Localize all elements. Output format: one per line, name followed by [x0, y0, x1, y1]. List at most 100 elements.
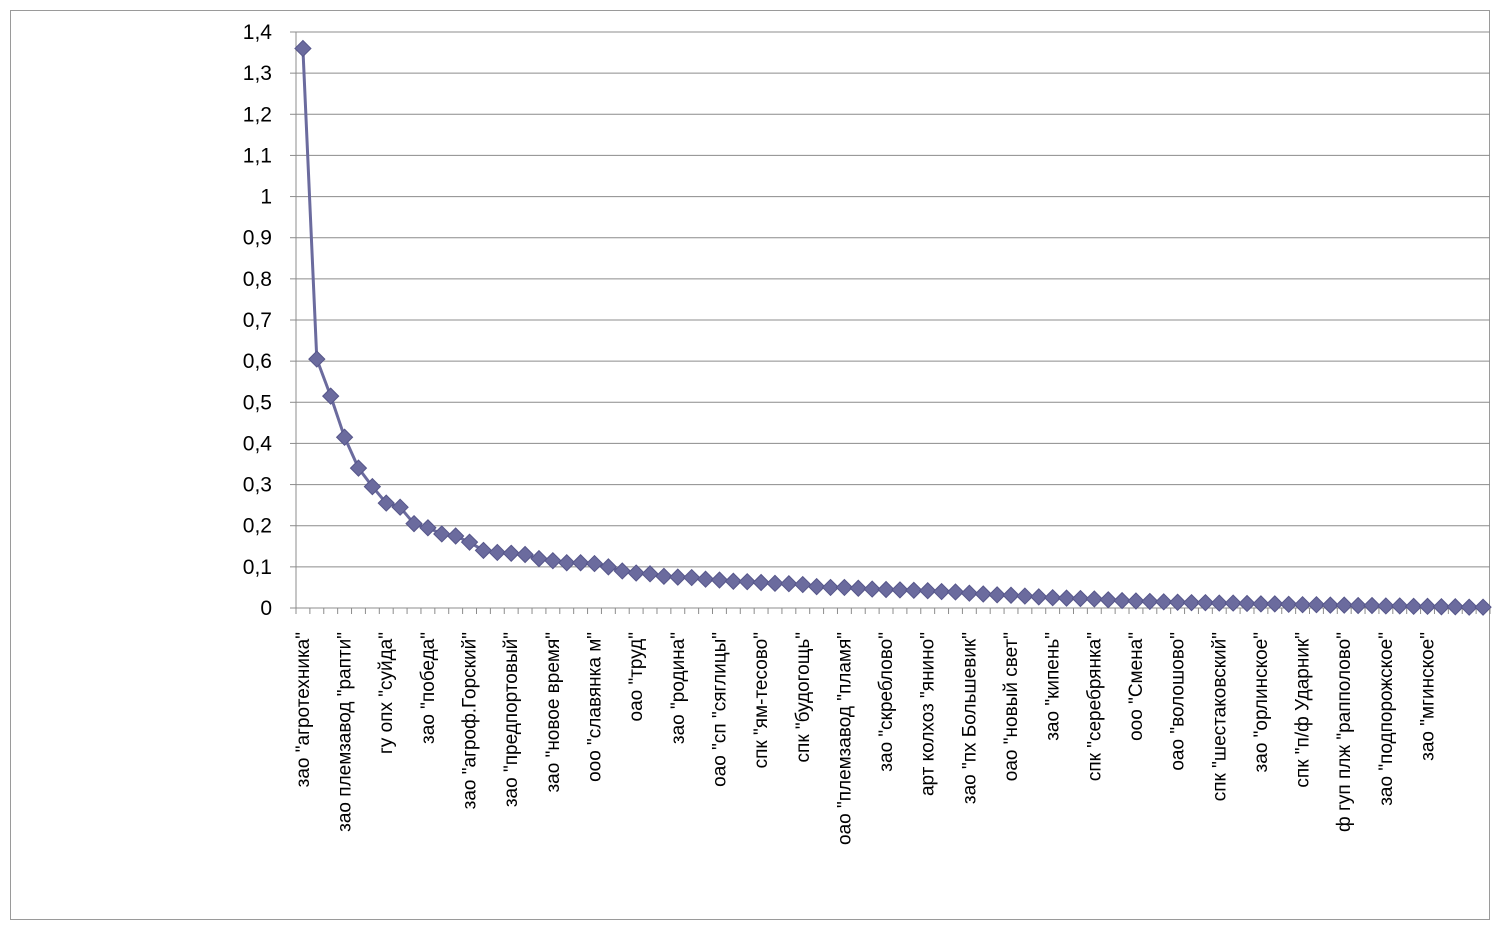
data-point [322, 387, 340, 405]
data-point [960, 584, 979, 602]
data-point [752, 573, 770, 592]
y-tick-label: 0 [260, 597, 272, 620]
x-tick-label: оао "сп "сяглицы" [709, 632, 730, 787]
data-point [1071, 589, 1090, 608]
data-point [766, 574, 784, 593]
data-point [946, 583, 965, 601]
x-tick-label: зао "предпортовый" [501, 632, 522, 807]
data-point [1418, 597, 1437, 616]
data-point [571, 554, 590, 572]
x-tick-label: спк "шестаковский" [1209, 632, 1230, 801]
x-tick-label: оао "новый свет" [1001, 632, 1022, 781]
data-point [516, 545, 534, 564]
data-point [1210, 594, 1228, 612]
x-tick-label: зао "мгинское" [1418, 632, 1439, 761]
data-point [655, 567, 673, 586]
x-tick-label: спк "будогощь" [793, 632, 814, 762]
series-line [301, 48, 1484, 609]
data-point [613, 562, 631, 580]
y-tick-label: 0,9 [243, 227, 272, 250]
x-tick-label: зао "скреблово" [876, 632, 897, 772]
data-point [682, 568, 701, 587]
x-tick-label: гу опх "суйда" [376, 632, 397, 754]
data-point [419, 519, 437, 537]
data-point [1141, 592, 1159, 611]
x-tick-label: спк "п/ф Ударник" [1293, 632, 1314, 788]
data-point [891, 581, 909, 599]
data-point [474, 541, 493, 560]
data-point [1196, 593, 1215, 612]
data-point [1279, 595, 1298, 614]
x-axis-tick-labels: зао "агротехника" зао племзавод "рапти" гу… [293, 632, 1439, 845]
gridlines [296, 31, 1490, 568]
data-point [1349, 596, 1367, 615]
data-point [988, 586, 1006, 604]
data-point [1446, 598, 1464, 616]
data-point [1252, 595, 1270, 613]
x-tick-label: зао "пх Большевик" [959, 632, 980, 804]
data-point [433, 525, 451, 543]
data-point [1307, 596, 1326, 614]
data-point [1363, 596, 1381, 615]
data-point [919, 582, 937, 600]
data-point [599, 558, 618, 576]
data-series [294, 39, 1492, 616]
data-point [1099, 591, 1117, 609]
x-tick-label: оао "племзавод "пламя" [834, 632, 855, 845]
data-point [1030, 588, 1048, 606]
data-point [905, 581, 923, 600]
data-point [1238, 594, 1256, 613]
data-point [1293, 596, 1312, 614]
data-point [1377, 597, 1395, 615]
x-tick-label: зао "кипень" [1043, 632, 1064, 741]
data-point [1224, 594, 1242, 612]
x-tick-label: ооо "Смена" [1126, 632, 1147, 741]
x-tick-label: зао "агротехника" [293, 632, 314, 787]
data-point [1113, 591, 1131, 610]
x-tick-label: зао "подпорожское" [1376, 632, 1397, 806]
data-point [1391, 597, 1409, 615]
data-point [1474, 598, 1492, 616]
data-point [821, 578, 840, 597]
data-point [558, 554, 576, 572]
x-tick-label: зао "родина" [668, 632, 689, 744]
y-tick-label: 1,4 [243, 21, 273, 44]
data-point [446, 527, 465, 545]
data-point [1043, 589, 1062, 607]
y-tick-label: 0,8 [243, 268, 272, 291]
data-point [294, 39, 312, 58]
data-point [1057, 589, 1076, 607]
x-tick-label: зао "новое время" [543, 632, 564, 793]
data-point [460, 533, 479, 551]
data-point [544, 551, 562, 570]
data-point [405, 514, 423, 533]
data-point [696, 570, 715, 588]
x-tick-label: спк "ям-тесово" [751, 632, 772, 768]
data-point [502, 544, 520, 562]
x-tick-label: спк "серебрянка" [1084, 632, 1105, 781]
data-point [1085, 590, 1104, 608]
data-point [1460, 598, 1478, 616]
x-tick-label: арт колхоз "янино" [918, 632, 939, 796]
data-point [1335, 596, 1353, 614]
y-tick-label: 1,1 [243, 144, 272, 167]
data-point [1002, 586, 1020, 604]
data-point [1404, 597, 1423, 616]
data-point [835, 578, 854, 597]
data-point [308, 350, 326, 368]
data-point [335, 428, 354, 446]
data-point [363, 477, 382, 496]
x-tick-label: оао "труд" [626, 632, 647, 721]
data-point [377, 494, 395, 512]
x-tick-label: зао "победа" [418, 632, 439, 744]
chart-area [10, 10, 1490, 920]
y-tick-label: 0,6 [243, 350, 272, 373]
axes [290, 31, 1491, 614]
data-point [877, 580, 895, 599]
data-point [780, 575, 798, 593]
data-point [349, 459, 368, 477]
data-point [1182, 593, 1201, 612]
x-tick-label: зао "орлинское" [1251, 632, 1272, 772]
y-axis-tick-labels: 0 0,1 0,2 0,3 0,4 0,5 0,6 0,7 0,8 0,9 1 1,1 1,2 1,3 1,… [243, 21, 273, 620]
